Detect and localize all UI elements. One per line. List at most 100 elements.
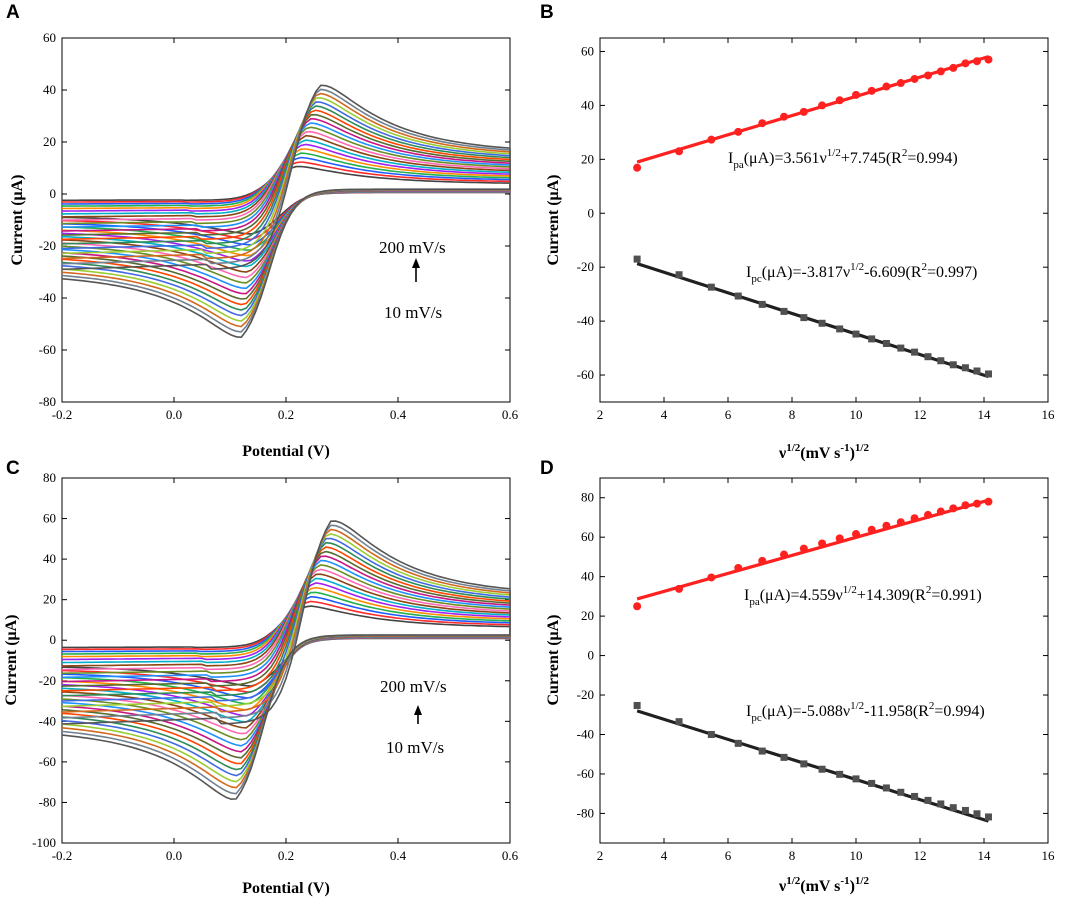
y-axis-title-a: Current (μA) [9,175,26,266]
data-point-ipa-d [734,563,743,572]
y-tick-label-a: -80 [39,394,56,409]
x-axis-title-a: Potential (V) [242,443,330,460]
data-point-ipa-b [924,71,932,80]
y-tick-label-d: 40 [581,569,594,584]
data-point-ipc-b [924,353,932,361]
data-point-ipa-b [949,63,958,72]
y-tick-label-d: 80 [581,490,594,505]
x-tick-label-d: 14 [978,848,992,863]
x-tick-label-a: 0.6 [502,407,519,422]
x-tick-label-b: 16 [1042,407,1056,422]
data-point-ipc-b [937,357,945,365]
x-tick-label-d: 6 [725,848,732,863]
y-tick-label-d: -20 [577,687,594,702]
x-tick-label-c: -0.2 [52,848,73,863]
arrow-head-a [412,258,420,268]
data-point-ipa-d [936,507,945,516]
x-tick-label-a: 0.0 [166,407,182,422]
x-tick-label-c: 0.0 [166,848,182,863]
data-point-ipc-d [897,788,905,796]
data-point-ipc-b [633,255,641,263]
x-tick-label-d: 8 [789,848,796,863]
panel-label-a: A [6,2,20,23]
data-point-ipa-d [633,602,642,611]
scan-rate-high-label-c: 200 mV/s [380,677,447,696]
panel-label-b: B [540,2,554,23]
y-tick-label-c: -40 [39,713,56,728]
data-point-ipc-b [949,361,957,369]
data-point-ipa-d [835,534,844,543]
data-point-ipc-d [818,765,826,773]
y-tick-label-d: 60 [581,529,594,544]
x-tick-label-a: -0.2 [52,407,73,422]
y-tick-label-a: 20 [43,134,56,149]
x-tick-label-a: 0.2 [278,407,294,422]
x-tick-label-b: 14 [978,407,992,422]
data-point-ipa-b [852,90,860,99]
data-point-ipa-d [882,521,891,530]
plot-frame-d [599,477,1049,844]
scan-rate-high-label-a: 200 mV/s [379,238,446,257]
y-tick-label-b: 20 [581,151,594,166]
x-tick-label-b: 8 [789,407,796,422]
y-tick-label-a: 0 [50,186,57,201]
regression-plot-b [633,55,993,379]
data-point-ipa-b [707,135,716,144]
fit-line-ipc-d [636,709,989,823]
data-point-ipa-d [799,544,808,553]
data-point-ipc-d [973,810,981,818]
x-tick-label-b: 4 [661,407,668,422]
data-point-ipa-b [936,67,945,76]
cv-curve-c [61,520,511,801]
y-tick-label-c: -60 [39,754,56,769]
data-point-ipa-d [758,556,767,565]
data-point-ipa-d [972,499,981,508]
data-point-ipc-d [836,770,844,778]
y-tick-label-c: 60 [43,511,56,526]
data-point-ipa-d [924,510,932,519]
axes-d: 2 4 6 8 10 12 14 16 -80 -60 -40 -20 0 20 40 60 80 [577,478,1055,863]
y-tick-label-d: -60 [577,766,594,781]
axes-b: 2 4 6 8 10 12 14 16 -60 -40 -20 0 20 40 60 [577,38,1055,422]
regression-plot-d [633,497,993,823]
x-tick-label-b: 6 [725,407,732,422]
plot-frame-b [599,37,1049,403]
scan-rate-low-label-a: 10 mV/s [384,303,442,322]
data-point-ipc-b [818,319,826,327]
data-point-ipa-d [818,539,827,548]
data-point-ipc-d [949,804,957,812]
equation-ipa-d: Ipa(μA)=4.559ν1/2+14.309(R2=0.991) [744,584,982,608]
cv-curve-a [61,84,511,339]
data-point-ipa-b [961,59,970,68]
y-tick-label-c: -20 [39,673,56,688]
data-point-ipa-d [852,530,860,539]
y-tick-label-a: -60 [39,342,56,357]
panel-label-d: D [540,458,554,479]
y-axis-title-b: Current (μA) [545,175,562,266]
fit-line-ipa-b [636,55,989,164]
data-point-ipa-b [734,127,743,136]
y-tick-label-b: 60 [581,43,594,58]
y-tick-label-d: 20 [581,608,594,623]
y-tick-label-a: 60 [43,30,56,45]
data-point-ipc-d [868,779,876,787]
x-tick-label-c: 0.2 [278,848,294,863]
data-point-ipc-b [961,364,969,372]
x-tick-label-c: 0.6 [502,848,519,863]
x-tick-label-d: 2 [597,848,604,863]
data-point-ipa-d [910,514,919,523]
data-point-ipa-b [633,163,642,172]
data-point-ipc-b [707,283,715,291]
y-axis-title-c: Current (μA) [3,615,20,706]
data-point-ipc-b [675,271,683,279]
arrow-head-c [414,705,422,715]
equation-ipc-b: Ipc(μA)=-3.817ν1/2-6.609(R2=0.997) [746,261,977,285]
data-point-ipc-b [780,307,788,315]
data-point-ipa-d [949,504,958,513]
data-point-ipc-b [800,314,808,322]
data-point-ipc-b [758,300,766,308]
y-tick-label-c: 0 [50,632,57,647]
data-point-ipa-b [818,101,827,110]
data-point-ipa-b [896,79,905,88]
